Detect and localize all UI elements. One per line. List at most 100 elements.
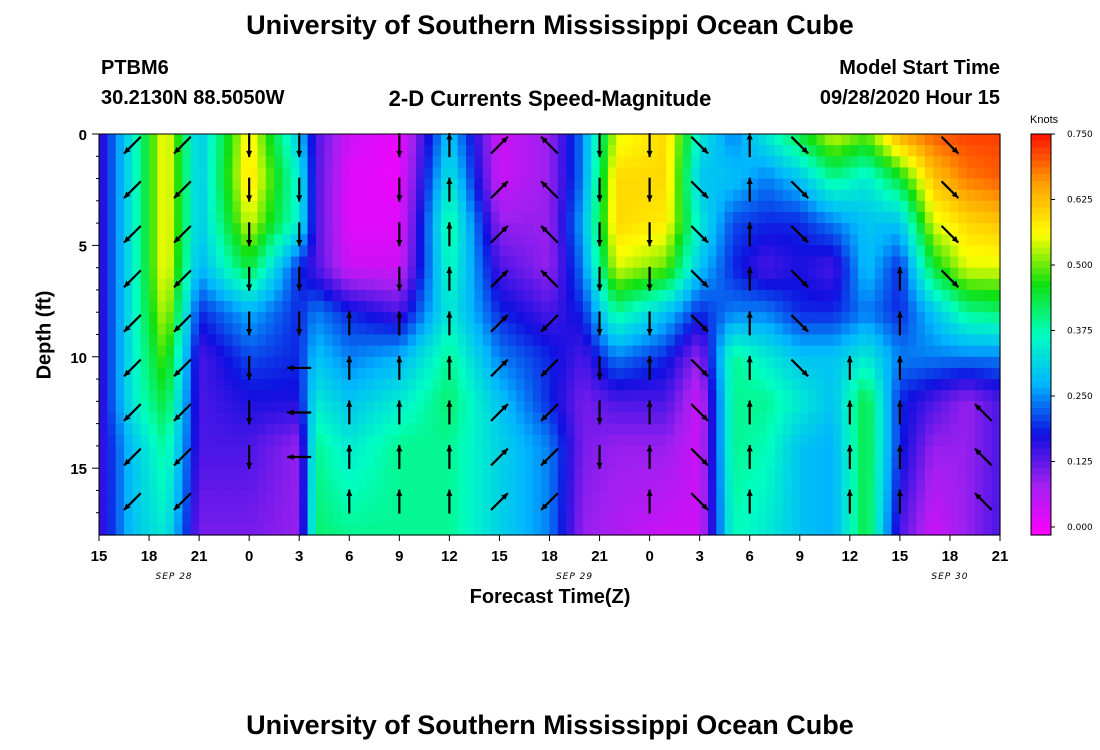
heatmap-cell <box>649 200 659 213</box>
heatmap-cell <box>833 434 843 447</box>
heatmap-cell <box>983 178 993 191</box>
heatmap-cell <box>249 234 259 246</box>
heatmap-cell <box>841 245 851 258</box>
heatmap-cell <box>124 523 133 536</box>
heatmap-cell <box>432 234 442 246</box>
heatmap-cell <box>574 356 584 369</box>
heatmap-cell <box>816 211 826 224</box>
heatmap-cell <box>958 178 968 191</box>
heatmap-cell <box>974 356 984 369</box>
heatmap-cell <box>699 256 709 269</box>
current-arrow <box>646 133 653 158</box>
heatmap-cell <box>441 445 450 458</box>
heatmap-cell <box>674 223 684 235</box>
heatmap-cell <box>557 145 567 157</box>
heatmap-cell <box>724 134 734 146</box>
heatmap-cell <box>416 178 425 191</box>
heatmap-cell <box>365 189 375 202</box>
heatmap-cell <box>165 234 175 246</box>
heatmap-cell <box>649 501 659 514</box>
heatmap-cell <box>599 523 609 536</box>
heatmap-cell <box>582 367 592 380</box>
heatmap-cell <box>482 256 492 269</box>
heatmap-cell <box>115 390 125 402</box>
heatmap-cell <box>933 423 943 436</box>
heatmap-cell <box>182 334 192 347</box>
heatmap-cell <box>708 334 717 347</box>
heatmap-cell <box>566 267 576 280</box>
heatmap-cell <box>165 200 175 213</box>
heatmap-cell <box>682 189 692 202</box>
heatmap-cell <box>424 457 434 469</box>
heatmap-cell <box>499 379 509 391</box>
heatmap-cell <box>432 401 442 414</box>
heatmap-cell <box>657 445 667 458</box>
heatmap-cell <box>124 490 133 503</box>
heatmap-cell <box>758 412 767 425</box>
heatmap-cell <box>190 367 200 380</box>
heatmap-cell <box>916 457 926 469</box>
heatmap-cell <box>149 345 158 358</box>
heatmap-cell <box>132 167 142 180</box>
heatmap-cell <box>966 512 976 525</box>
heatmap-cell <box>365 256 375 269</box>
heatmap-cell <box>207 223 217 235</box>
heatmap-cell <box>708 501 717 514</box>
heatmap-cell <box>582 289 592 302</box>
heatmap-cell <box>332 490 342 503</box>
heatmap-cell <box>891 412 901 425</box>
heatmap-cell <box>641 211 651 224</box>
colorbar-swatch <box>1031 220 1051 229</box>
heatmap-cell <box>816 379 826 391</box>
heatmap-cell <box>265 256 275 269</box>
heatmap-cell <box>682 245 692 258</box>
heatmap-cell <box>991 390 1001 402</box>
heatmap-cell <box>849 256 859 269</box>
heatmap-cell <box>349 379 359 391</box>
heatmap-cell <box>382 379 392 391</box>
heatmap-cell <box>791 289 801 302</box>
heatmap-cell <box>607 490 617 503</box>
heatmap-cell <box>499 468 509 480</box>
heatmap-cell <box>624 223 634 235</box>
heatmap-cell <box>282 412 292 425</box>
heatmap-cell <box>340 267 350 280</box>
heatmap-cell <box>416 245 425 258</box>
current-arrow <box>246 355 253 380</box>
heatmap-cell <box>299 434 309 447</box>
heatmap-cell <box>424 167 434 180</box>
heatmap-cell <box>733 379 742 391</box>
heatmap-cell <box>541 390 551 402</box>
heatmap-cell <box>666 390 676 402</box>
heatmap-cell <box>524 156 534 169</box>
heatmap-cell <box>340 223 350 235</box>
heatmap-cell <box>991 367 1001 380</box>
heatmap-cell <box>808 245 818 258</box>
heatmap-cell <box>682 345 692 358</box>
heatmap-cell <box>783 445 793 458</box>
heatmap-cell <box>399 457 409 469</box>
heatmap-cell <box>891 401 901 414</box>
heatmap-cell <box>382 512 392 525</box>
heatmap-cell <box>841 423 851 436</box>
heatmap-cell <box>282 512 292 525</box>
heatmap-cell <box>649 223 659 235</box>
heatmap-cell <box>157 434 167 447</box>
x-tick-label: 15 <box>491 548 508 565</box>
heatmap-cell <box>774 200 784 213</box>
heatmap-cell <box>849 245 859 258</box>
heatmap-cell <box>699 167 709 180</box>
heatmap-cell <box>491 356 501 369</box>
heatmap-cell <box>582 178 592 191</box>
heatmap-cell <box>140 512 150 525</box>
heatmap-cell <box>215 345 225 358</box>
heatmap-cell <box>557 189 567 202</box>
heatmap-cell <box>524 234 534 246</box>
heatmap-cell <box>991 312 1001 324</box>
heatmap-cell <box>466 167 476 180</box>
heatmap-cell <box>641 156 651 169</box>
heatmap-cell <box>791 423 801 436</box>
heatmap-cell <box>499 412 509 425</box>
heatmap-cell <box>416 267 425 280</box>
heatmap-cell <box>332 323 342 336</box>
